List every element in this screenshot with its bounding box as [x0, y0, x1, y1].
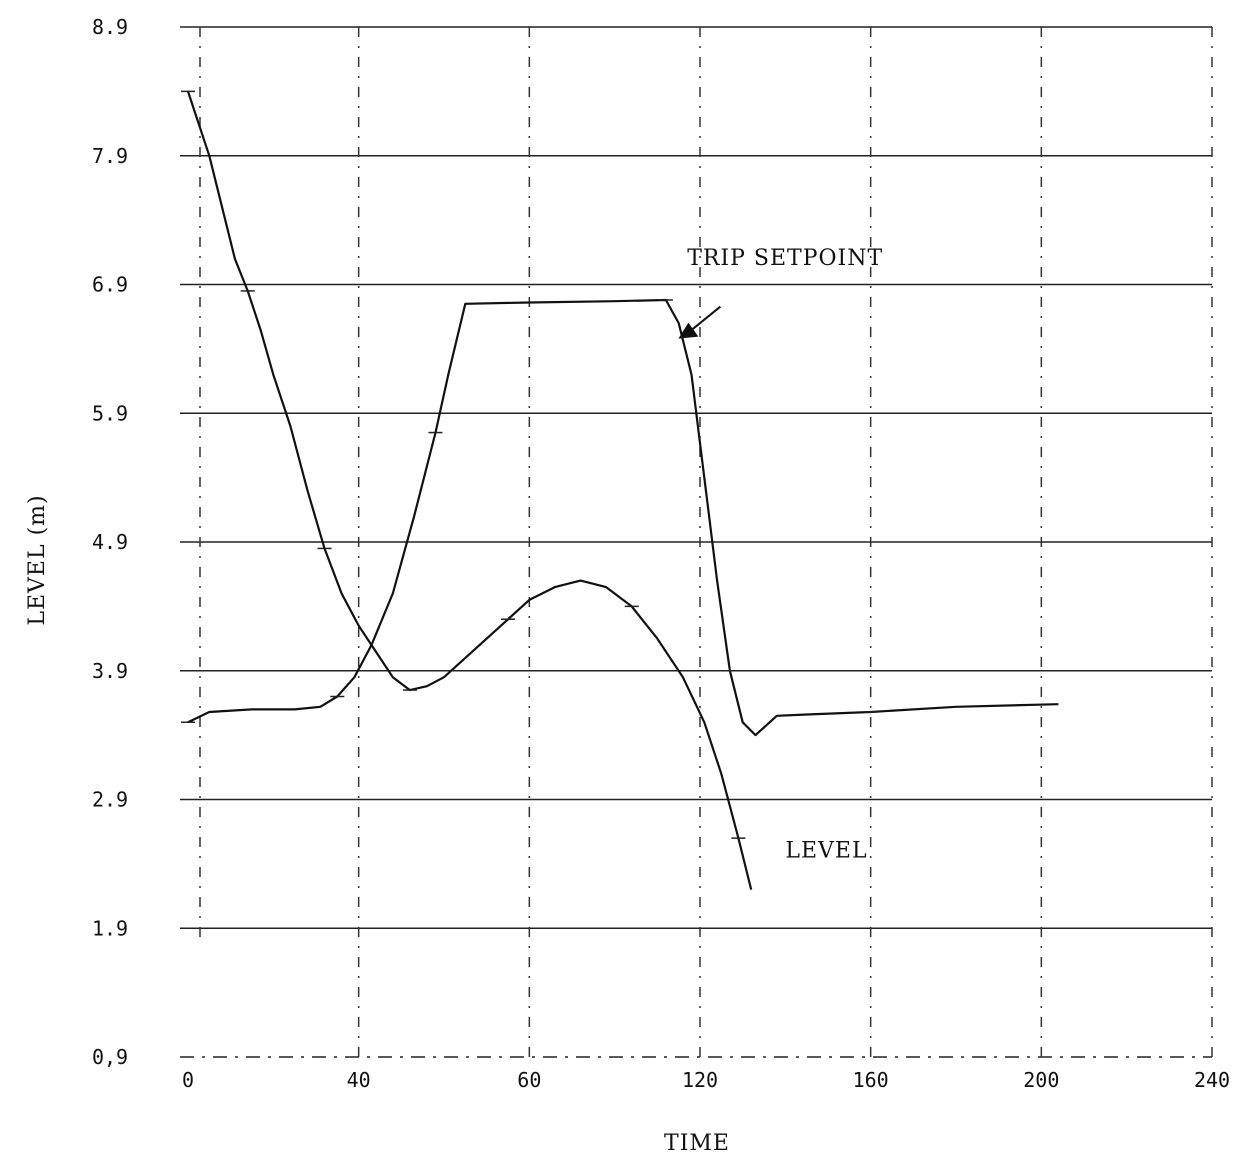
x-axis-label: TIME: [664, 1131, 730, 1156]
x-tick-label: 0: [182, 1068, 194, 1092]
horizontal-gridlines: [180, 27, 1212, 1057]
y-tick-label: 8.9: [92, 15, 128, 39]
y-tick-label: 2.9: [92, 788, 128, 812]
annotation-label: TRIP SETPOINT: [687, 246, 883, 271]
x-tick-labels: 0 40 60 120 160 200 240: [182, 1068, 1230, 1092]
y-tick-label: 5.9: [92, 401, 128, 425]
x-tick-label: 120: [682, 1068, 718, 1092]
y-tick-label: 6.9: [92, 273, 128, 297]
y-tick-label: 7.9: [92, 144, 128, 168]
series-lines: [181, 91, 1058, 889]
annotation-arrow-shaft: [688, 307, 720, 333]
y-tick-labels: 0,9 1.9 2.9 3.9 4.9 5.9 6.9 7.9 8.9: [92, 15, 128, 1069]
x-tick-label: 240: [1194, 1068, 1230, 1092]
y-tick-label: 3.9: [92, 659, 128, 683]
x-tick-label: 160: [853, 1068, 889, 1092]
annotations: TRIP SETPOINT LEVEL: [678, 246, 883, 863]
y-tick-label: 1.9: [92, 916, 128, 940]
x-tick-label: 40: [347, 1068, 371, 1092]
y-axis-label: LEVEL (m): [25, 494, 50, 625]
y-tick-label: 4.9: [92, 530, 128, 554]
y-tick-label: 0,9: [92, 1045, 128, 1069]
x-tick-label: 200: [1023, 1068, 1059, 1092]
series-line-trip-setpoint: [188, 300, 1058, 735]
annotation-label: LEVEL: [785, 838, 867, 863]
series-line-level: [188, 91, 751, 889]
x-tick-label: 60: [517, 1068, 541, 1092]
